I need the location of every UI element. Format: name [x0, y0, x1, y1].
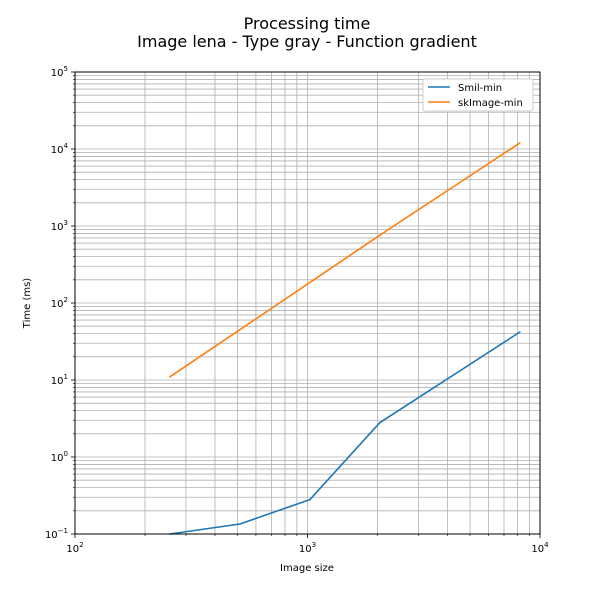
data-point-smil-min [309, 498, 311, 501]
x-tick-label: 102 [66, 541, 83, 555]
data-point-smil-min [519, 331, 521, 333]
y-tick-label: 100 [51, 450, 68, 464]
x-tick-label: 103 [299, 541, 316, 555]
chart-title: Processing time [244, 14, 371, 33]
y-tick-label: 104 [51, 142, 69, 156]
legend-box [422, 78, 534, 112]
series-line-smil-min [169, 331, 521, 535]
x-axis-label: Image size [280, 563, 334, 574]
data-point-skimage-min [239, 328, 241, 331]
data-point-smil-min [239, 523, 241, 525]
data-point-smil-min [379, 421, 381, 424]
series-line-skimage-min [169, 142, 521, 378]
y-tick-label: 102 [51, 296, 68, 310]
data-point-skimage-min [519, 142, 521, 144]
series-layer [169, 142, 521, 535]
y-tick-label: 105 [51, 65, 68, 79]
data-point-skimage-min [169, 376, 171, 378]
legend: Smil-min skImage-min [422, 78, 534, 112]
x-tick-label: 104 [531, 541, 549, 555]
data-point-skimage-min [379, 234, 381, 236]
grid [74, 72, 540, 535]
y-axis-label: Time (ms) [22, 278, 33, 330]
data-point-skimage-min [309, 281, 311, 284]
chart-subtitle: Image lena - Type gray - Function gradie… [137, 32, 477, 51]
y-tick-label: 101 [51, 373, 68, 387]
legend-label-skimage-min: skImage-min [458, 98, 523, 109]
legend-label-smil-min: Smil-min [458, 83, 502, 94]
y-tick-label: 103 [51, 219, 68, 233]
y-tick-label: 10−1 [45, 527, 68, 541]
ticks: 102 103 104 10−1 100 101 102 103 104 105 [45, 65, 549, 555]
